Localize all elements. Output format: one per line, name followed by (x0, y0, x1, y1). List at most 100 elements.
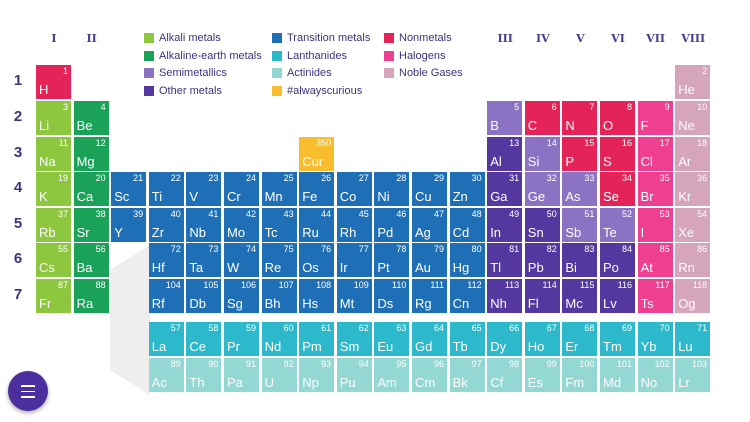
element-cell-br[interactable]: 35 Br (637, 172, 673, 206)
element-cell-hf[interactable]: 72 Hf (148, 243, 184, 277)
element-cell-bk[interactable]: 97 Bk (449, 358, 485, 392)
element-cell-mo[interactable]: 42 Mo (224, 208, 259, 242)
element-cell-ne[interactable]: 10 Ne (675, 101, 711, 135)
element-cell-bi[interactable]: 83 Bi (562, 243, 598, 277)
element-cell-zr[interactable]: 40 Zr (148, 208, 184, 242)
element-cell-sn[interactable]: 50 Sn (524, 208, 560, 242)
element-cell-md[interactable]: 101 Md (600, 358, 635, 392)
element-cell-cm[interactable]: 96 Cm (412, 358, 447, 392)
element-cell-pb[interactable]: 82 Pb (524, 243, 560, 277)
element-cell-mg[interactable]: 12 Mg (73, 137, 109, 171)
element-cell-th[interactable]: 90 Th (186, 358, 222, 392)
element-cell-gd[interactable]: 64 Gd (412, 322, 447, 356)
element-cell-cl[interactable]: 17 Cl (637, 137, 673, 171)
element-cell-y[interactable]: 39 Y (111, 208, 147, 242)
element-cell-tl[interactable]: 81 Tl (487, 243, 523, 277)
element-cell-ds[interactable]: 110 Ds (374, 279, 410, 313)
element-cell-po[interactable]: 84 Po (600, 243, 635, 277)
element-cell-mc[interactable]: 115 Mc (562, 279, 598, 313)
element-cell-ti[interactable]: 22 Ti (148, 172, 184, 206)
element-cell-tm[interactable]: 69 Tm (600, 322, 635, 356)
element-cell-sc[interactable]: 21 Sc (111, 172, 147, 206)
element-cell-am[interactable]: 95 Am (374, 358, 410, 392)
element-cell-ar[interactable]: 18 Ar (675, 137, 711, 171)
element-cell-np[interactable]: 93 Np (299, 358, 335, 392)
element-cell-s[interactable]: 16 S (600, 137, 635, 171)
element-cell-co[interactable]: 27 Co (336, 172, 372, 206)
element-cell-au[interactable]: 79 Au (412, 243, 447, 277)
element-cell-bh[interactable]: 107 Bh (261, 279, 297, 313)
element-cell-pu[interactable]: 94 Pu (336, 358, 372, 392)
element-cell-ge[interactable]: 32 Ge (524, 172, 560, 206)
element-cell-he[interactable]: 2 He (675, 65, 711, 99)
element-cell-ra[interactable]: 88 Ra (73, 279, 109, 313)
element-cell-as[interactable]: 33 As (562, 172, 598, 206)
element-cell-ho[interactable]: 67 Ho (524, 322, 560, 356)
element-cell-be[interactable]: 4 Be (73, 101, 109, 135)
menu-button[interactable] (8, 371, 48, 411)
element-cell-kr[interactable]: 36 Kr (675, 172, 711, 206)
element-cell-u[interactable]: 92 U (261, 358, 297, 392)
element-cell-ca[interactable]: 20 Ca (73, 172, 109, 206)
element-cell-p[interactable]: 15 P (562, 137, 598, 171)
element-cell-sr[interactable]: 38 Sr (73, 208, 109, 242)
element-cell-cur[interactable]: 350 Cur (299, 137, 335, 171)
element-cell-nb[interactable]: 41 Nb (186, 208, 222, 242)
element-cell-xe[interactable]: 54 Xe (675, 208, 711, 242)
element-cell-hs[interactable]: 108 Hs (299, 279, 335, 313)
element-cell-eu[interactable]: 63 Eu (374, 322, 410, 356)
element-cell-cr[interactable]: 24 Cr (224, 172, 259, 206)
element-cell-cs[interactable]: 55 Cs (36, 243, 71, 277)
element-cell-er[interactable]: 68 Er (562, 322, 598, 356)
element-cell-tb[interactable]: 65 Tb (449, 322, 485, 356)
element-cell-rg[interactable]: 111 Rg (412, 279, 447, 313)
element-cell-pm[interactable]: 61 Pm (299, 322, 335, 356)
element-cell-es[interactable]: 99 Es (524, 358, 560, 392)
element-cell-mn[interactable]: 25 Mn (261, 172, 297, 206)
element-cell-db[interactable]: 105 Db (186, 279, 222, 313)
element-cell-lv[interactable]: 116 Lv (600, 279, 635, 313)
element-cell-dy[interactable]: 66 Dy (487, 322, 523, 356)
element-cell-hg[interactable]: 80 Hg (449, 243, 485, 277)
element-cell-lr[interactable]: 103 Lr (675, 358, 711, 392)
element-cell-in[interactable]: 49 In (487, 208, 523, 242)
element-cell-pd[interactable]: 46 Pd (374, 208, 410, 242)
element-cell-se[interactable]: 34 Se (600, 172, 635, 206)
element-cell-ni[interactable]: 28 Ni (374, 172, 410, 206)
element-cell-at[interactable]: 85 At (637, 243, 673, 277)
element-cell-si[interactable]: 14 Si (524, 137, 560, 171)
element-cell-rh[interactable]: 45 Rh (336, 208, 372, 242)
element-cell-rb[interactable]: 37 Rb (36, 208, 71, 242)
element-cell-cf[interactable]: 98 Cf (487, 358, 523, 392)
element-cell-ru[interactable]: 44 Ru (299, 208, 335, 242)
element-cell-rf[interactable]: 104 Rf (148, 279, 184, 313)
element-cell-pa[interactable]: 91 Pa (224, 358, 259, 392)
element-cell-og[interactable]: 118 Og (675, 279, 711, 313)
element-cell-cu[interactable]: 29 Cu (412, 172, 447, 206)
element-cell-pt[interactable]: 78 Pt (374, 243, 410, 277)
element-cell-li[interactable]: 3 Li (36, 101, 71, 135)
element-cell-al[interactable]: 13 Al (487, 137, 523, 171)
element-cell-sg[interactable]: 106 Sg (224, 279, 259, 313)
element-cell-lu[interactable]: 71 Lu (675, 322, 711, 356)
element-cell-fl[interactable]: 114 Fl (524, 279, 560, 313)
element-cell-ts[interactable]: 117 Ts (637, 279, 673, 313)
element-cell-sb[interactable]: 51 Sb (562, 208, 598, 242)
element-cell-ta[interactable]: 73 Ta (186, 243, 222, 277)
element-cell-i[interactable]: 53 I (637, 208, 673, 242)
element-cell-w[interactable]: 74 W (224, 243, 259, 277)
element-cell-sm[interactable]: 62 Sm (336, 322, 372, 356)
element-cell-mt[interactable]: 109 Mt (336, 279, 372, 313)
element-cell-na[interactable]: 11 Na (36, 137, 71, 171)
element-cell-ag[interactable]: 47 Ag (412, 208, 447, 242)
element-cell-ac[interactable]: 89 Ac (148, 358, 184, 392)
element-cell-rn[interactable]: 86 Rn (675, 243, 711, 277)
element-cell-ce[interactable]: 58 Ce (186, 322, 222, 356)
element-cell-pr[interactable]: 59 Pr (224, 322, 259, 356)
element-cell-cn[interactable]: 112 Cn (449, 279, 485, 313)
